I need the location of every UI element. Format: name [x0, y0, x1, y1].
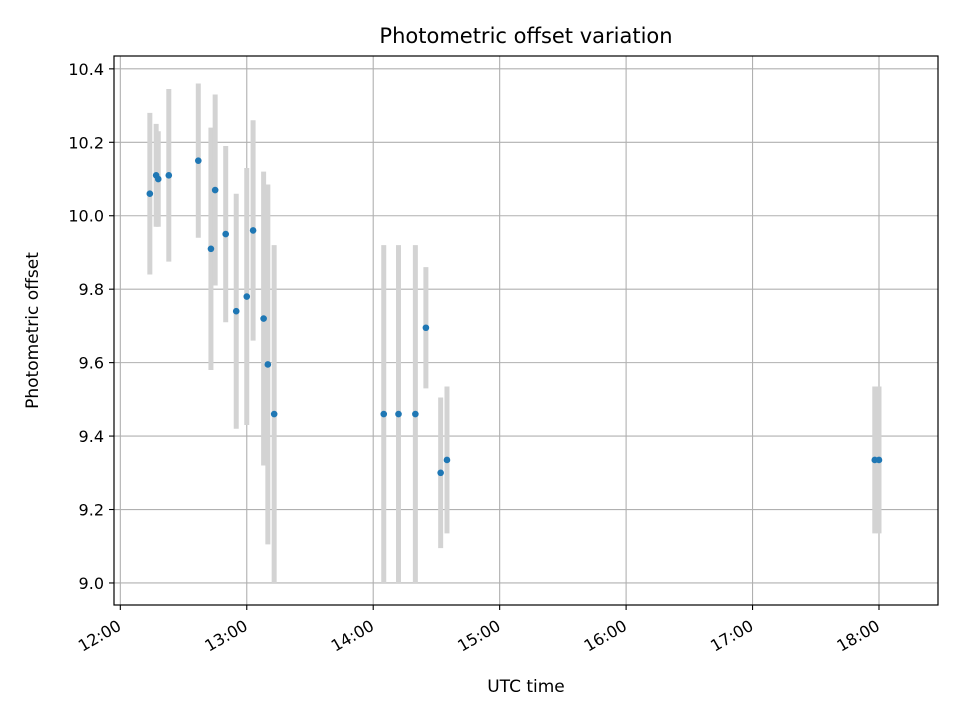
chart-title: Photometric offset variation — [379, 24, 672, 48]
data-point — [154, 175, 162, 183]
y-tick-label: 10.4 — [68, 60, 104, 79]
y-tick-label: 10.0 — [68, 207, 104, 226]
data-point — [422, 324, 430, 332]
data-point — [207, 245, 215, 253]
y-tick-label: 9.0 — [79, 574, 104, 593]
data-point — [380, 410, 388, 418]
data-point — [260, 315, 267, 322]
data-point — [264, 361, 272, 368]
data-point — [243, 293, 251, 300]
data-point — [875, 456, 883, 464]
data-point — [443, 456, 451, 464]
data-point — [270, 410, 278, 418]
data-point — [165, 172, 173, 179]
y-tick-label: 9.6 — [79, 354, 104, 373]
y-tick-label: 9.8 — [79, 280, 104, 299]
y-axis-ticks: 9.0 9.2 9.4 9.6 9.8 10.0 10.2 10.4 — [68, 60, 114, 593]
y-tick-label: 9.4 — [79, 427, 104, 446]
data-point — [437, 469, 444, 477]
data-point — [395, 410, 402, 418]
data-point — [222, 230, 229, 238]
plot-area-frame — [113, 55, 939, 606]
data-points — [146, 157, 883, 477]
y-tick-label: 9.2 — [79, 501, 104, 520]
data-point — [211, 186, 219, 194]
data-point — [412, 410, 419, 418]
y-tick-label: 10.2 — [68, 133, 104, 152]
data-point — [249, 227, 257, 234]
y-axis-label: Photometric offset — [23, 252, 43, 409]
x-axis-label: UTC time — [487, 677, 565, 697]
data-point — [194, 157, 202, 164]
data-point — [146, 190, 154, 198]
data-point — [232, 307, 240, 315]
